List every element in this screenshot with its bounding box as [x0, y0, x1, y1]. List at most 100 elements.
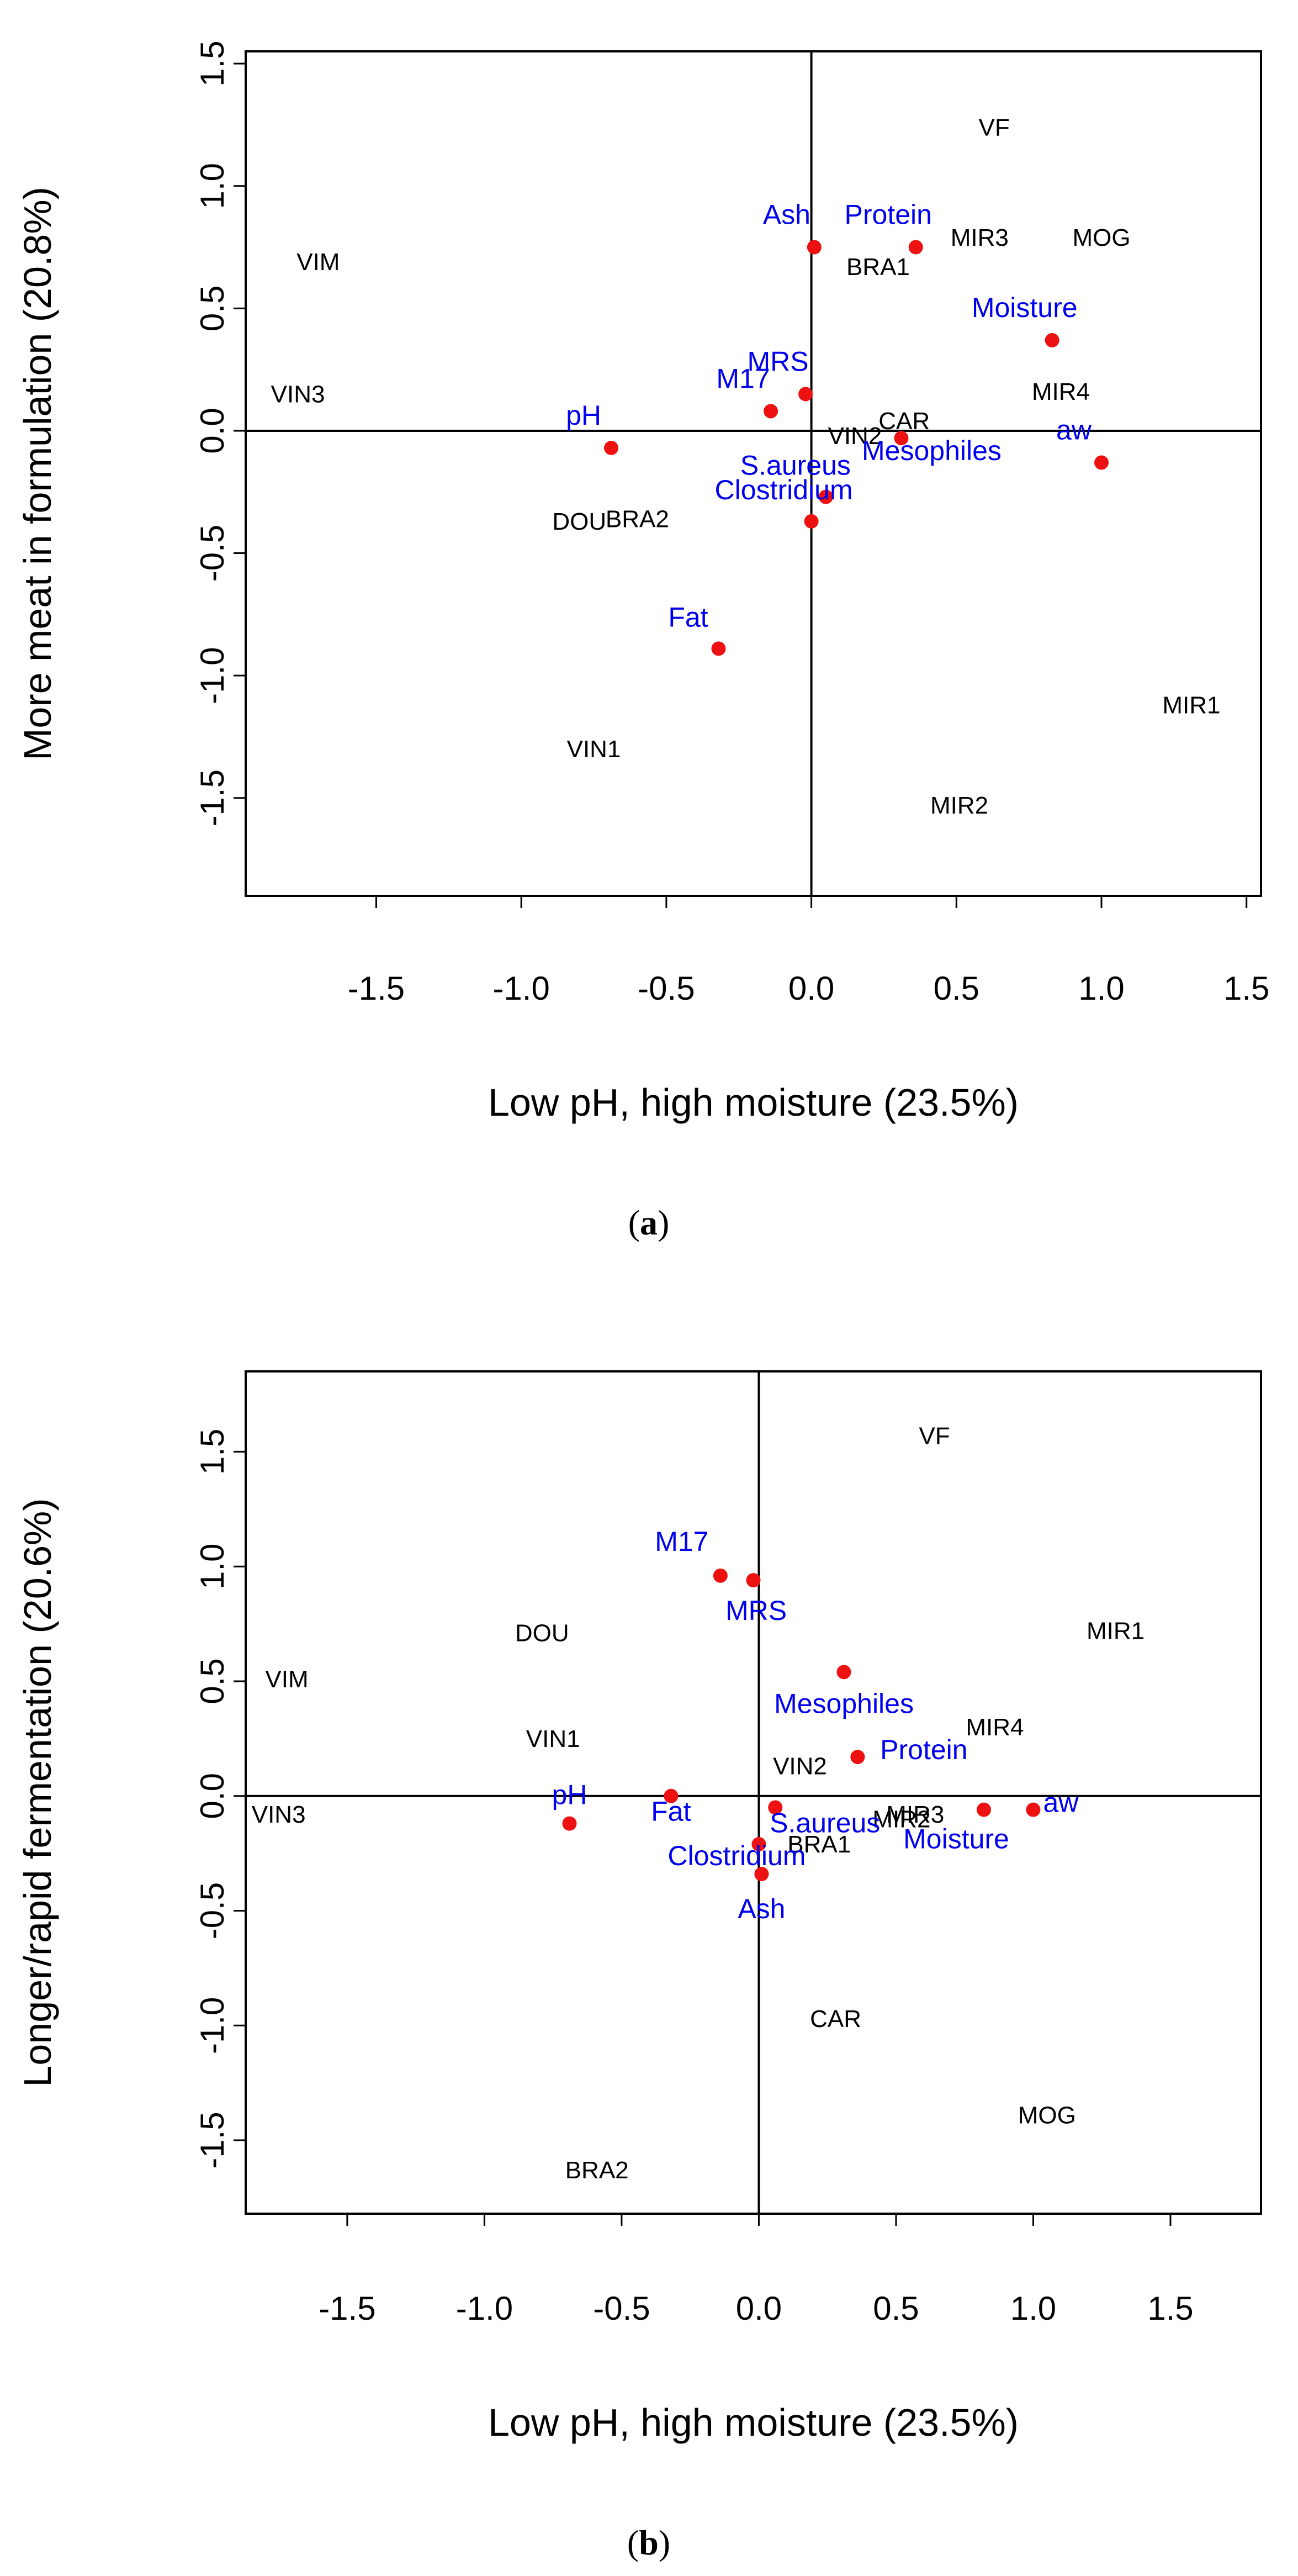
variable-point-s-aureus — [818, 489, 833, 504]
x-tick-label: -0.5 — [638, 970, 695, 1007]
x-tick-label: -1.5 — [319, 2290, 375, 2327]
observation-label-bra1: BRA1 — [787, 1831, 851, 1858]
variable-point-ash — [807, 240, 822, 255]
observation-label-mir1: MIR1 — [1162, 691, 1220, 719]
variable-label-mesophiles: Mesophiles — [774, 1688, 914, 1719]
observation-label-vin2: VIN2 — [828, 423, 882, 450]
variable-point-aw — [1094, 455, 1109, 470]
y-tick-label: -1.0 — [194, 647, 231, 704]
observation-label-vin3: VIN3 — [271, 381, 325, 408]
observation-label-vf: VF — [978, 114, 1009, 141]
variable-point-fat — [664, 1788, 679, 1803]
panel-a: -1.5 -1.0 -0.5 0.0 0.5 1.0 1.5 -1.5 -1.0 -0.5 0.0 0… — [16, 40, 1269, 1242]
y-tick-label: 0.0 — [194, 408, 231, 453]
variable-label-aw: aw — [1043, 1787, 1079, 1818]
variable-label-fat: Fat — [668, 601, 708, 632]
variable-label-moisture: Moisture — [903, 1824, 1009, 1855]
observation-label-mir4: MIR4 — [1032, 378, 1090, 405]
y-tick-label: 0.5 — [194, 1658, 231, 1704]
observation-label-vin1: VIN1 — [567, 736, 621, 763]
variable-point-mesophiles — [894, 431, 909, 446]
variable-label-protein: Protein — [845, 199, 932, 230]
observation-label-vim: VIM — [265, 1666, 308, 1693]
variable-point-m17 — [713, 1568, 728, 1583]
panel-b: -1.5 -1.0 -0.5 0.0 0.5 1.0 1.5 -1.5 -1.0 -0.5 0.0 0… — [16, 1370, 1262, 2562]
y-tick-label: -0.5 — [194, 525, 231, 582]
variable-point-fat — [711, 641, 726, 656]
observation-label-mog: MOG — [1018, 2102, 1076, 2129]
variable-point-clostridium — [751, 1836, 766, 1851]
x-tick-label: 0.0 — [788, 970, 834, 1007]
variable-label-moisture: Moisture — [972, 292, 1078, 323]
observation-label-vin1: VIN1 — [526, 1725, 580, 1752]
y-tick-label: -1.5 — [194, 769, 231, 826]
variable-point-protein — [850, 1750, 865, 1765]
variable-label-protein: Protein — [880, 1734, 967, 1765]
y-axis-title: More meat in formulation (20.8%) — [16, 187, 59, 761]
observation-label-mir1: MIR1 — [1087, 1618, 1145, 1645]
variable-label-m17: M17 — [655, 1526, 708, 1557]
y-tick-label: 1.0 — [194, 1543, 231, 1589]
variable-label-aw: aw — [1056, 415, 1092, 446]
variable-point-mrs — [746, 1573, 761, 1588]
panel-caption: (b) — [627, 2523, 670, 2562]
variable-point-m17 — [764, 404, 778, 419]
observation-label-dou: DOU — [515, 1620, 569, 1647]
x-axis-title: Low pH, high moisture (23.5%) — [488, 2401, 1019, 2444]
y-tick-label: -0.5 — [194, 1882, 231, 1939]
observation-label-vin2: VIN2 — [773, 1753, 827, 1780]
variable-point-protein — [908, 240, 923, 255]
y-tick-label: 1.5 — [194, 40, 231, 86]
plot-frame — [245, 50, 1262, 897]
variable-label-mrs: MRS — [748, 346, 809, 377]
observation-label-bra2: BRA2 — [565, 2157, 629, 2184]
variable-point-clostridium — [804, 514, 819, 529]
x-tick-label: 0.5 — [934, 970, 979, 1007]
observation-label-dou: DOU — [552, 508, 606, 535]
x-tick-label: 1.5 — [1147, 2290, 1193, 2327]
variable-label-clostridium: Clostridium — [667, 1840, 806, 1871]
observation-label-vim: VIM — [296, 249, 340, 276]
variable-point-s-aureus — [768, 1800, 783, 1815]
variable-point-mrs — [798, 387, 813, 402]
variable-point-ph — [562, 1816, 577, 1831]
panel-caption: (a) — [628, 1203, 670, 1242]
observation-label-vf: VF — [919, 1422, 950, 1449]
variable-label-ash: Ash — [738, 1893, 785, 1924]
variable-label-s-aureus: S.aureus — [770, 1808, 880, 1839]
x-tick-label: 1.0 — [1078, 970, 1124, 1007]
x-tick-label: -1.5 — [348, 970, 405, 1007]
observation-label-mir3: MIR3 — [886, 1801, 944, 1828]
variable-label-ph: pH — [566, 400, 601, 431]
variable-label-ph: pH — [552, 1780, 587, 1810]
observation-label-mir2: MIR2 — [872, 1806, 930, 1833]
x-axis-title: Low pH, high moisture (23.5%) — [488, 1081, 1019, 1124]
x-tick-label: 0.5 — [873, 2290, 919, 2327]
variable-label-fat: Fat — [651, 1796, 691, 1827]
y-tick-label: 1.5 — [194, 1429, 231, 1475]
variable-label-clostridium: Clostridium — [715, 474, 853, 505]
x-tick-label: 0.0 — [736, 2290, 782, 2327]
variable-point-moisture — [1045, 332, 1059, 347]
x-tick-label: -1.0 — [456, 2290, 513, 2327]
observation-label-mir4: MIR4 — [966, 1714, 1024, 1741]
observation-label-car: CAR — [810, 2005, 861, 2033]
y-tick-label: 1.0 — [194, 163, 231, 209]
x-tick-label: 1.5 — [1223, 970, 1269, 1007]
observation-label-mir3: MIR3 — [951, 224, 1009, 251]
y-tick-label: -1.5 — [194, 2112, 231, 2168]
y-tick-label: 0.5 — [194, 286, 231, 331]
variable-point-ash — [754, 1867, 769, 1882]
variable-point-mesophiles — [836, 1665, 851, 1680]
observation-label-vin3: VIN3 — [252, 1801, 306, 1828]
variable-label-s-aureus: S.aureus — [740, 450, 851, 481]
observation-label-mir2: MIR2 — [930, 792, 988, 819]
observation-label-mog: MOG — [1072, 224, 1130, 251]
observation-label-bra1: BRA1 — [846, 254, 910, 281]
observation-label-bra2: BRA2 — [606, 505, 669, 532]
variable-label-mrs: MRS — [725, 1595, 787, 1626]
variable-label-ash: Ash — [763, 199, 810, 230]
y-tick-label: 0.0 — [194, 1773, 231, 1819]
x-tick-label: 1.0 — [1010, 2290, 1056, 2327]
